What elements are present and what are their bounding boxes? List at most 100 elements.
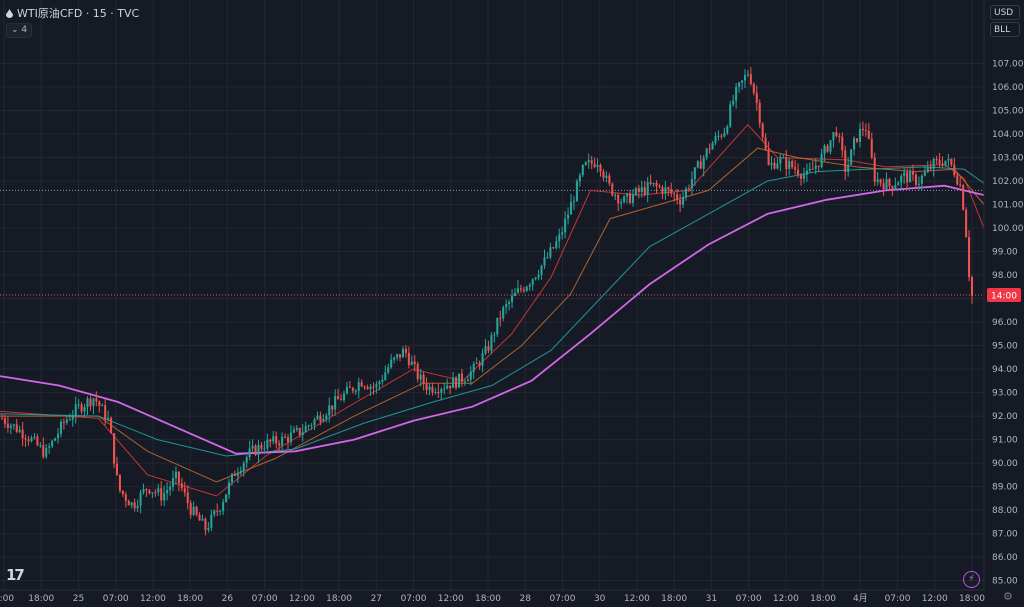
tradingview-logo[interactable]: 17 (6, 566, 25, 584)
candle-body (307, 425, 310, 427)
candle-body (953, 164, 956, 176)
candle-body (564, 218, 567, 233)
candle-body (86, 398, 89, 408)
candle-body (286, 437, 290, 442)
candle-body (245, 457, 248, 463)
candle-body (198, 514, 201, 521)
candle-body (378, 381, 381, 385)
candle-body (154, 492, 157, 494)
gear-icon[interactable]: ⚙ (1003, 590, 1013, 603)
candle-body (817, 165, 820, 167)
candle-body (505, 304, 508, 308)
candle-body (401, 348, 405, 358)
candle-body (900, 175, 903, 183)
currency-button[interactable]: USD (990, 5, 1020, 20)
time-tick-label: 18:00 (475, 594, 501, 604)
candle-body (626, 193, 629, 197)
candle-body (322, 419, 325, 422)
candle-body (186, 492, 189, 504)
candle-body (841, 136, 844, 151)
candle-body (136, 505, 139, 509)
horizontal-lines (0, 189, 984, 296)
candle-body (6, 423, 9, 428)
candle-body (805, 170, 808, 175)
candle-body (15, 424, 18, 432)
candle-body (472, 363, 475, 372)
candle-body (897, 182, 900, 186)
candle-body (634, 188, 637, 195)
candle-body (118, 474, 121, 491)
price-tick-label: 85.00 (992, 577, 1018, 587)
candle-body (183, 488, 186, 493)
price-axis[interactable]: 85.00 86.00 87.00 88.00 89.00 90.00 91.00 92.00… (983, 0, 1024, 607)
candle-body (278, 443, 281, 446)
candle-body (903, 172, 906, 176)
candle-body (655, 182, 658, 187)
candle-body (891, 186, 894, 189)
indicator-toggle[interactable]: ⌄ 4 (6, 23, 33, 38)
symbol-header[interactable]: WTI原油CFD · 15 · TVC (6, 5, 139, 21)
candle-body (888, 178, 891, 187)
candle-body (917, 183, 920, 185)
candle-body (829, 140, 832, 152)
candle-body (664, 187, 667, 194)
candle-body (522, 289, 525, 291)
candles (0, 67, 974, 536)
candle-body (62, 421, 65, 423)
moving-averages (0, 123, 985, 497)
candle-body (623, 196, 626, 203)
candle-body (493, 334, 496, 336)
candle-body (832, 132, 835, 141)
unit-button[interactable]: BLL (990, 22, 1020, 37)
candle-body (620, 202, 623, 204)
candle-body (959, 184, 962, 186)
candle-body (463, 381, 466, 383)
candle-body (248, 448, 251, 458)
candle-body (478, 363, 481, 366)
candle-body (230, 473, 233, 483)
candle-body (646, 182, 649, 195)
candle-body (68, 419, 71, 421)
candle-body (567, 214, 570, 219)
candle-body (546, 257, 549, 259)
price-tick-label: 96.00 (992, 318, 1018, 328)
candle-body (177, 471, 180, 484)
candle-body (163, 493, 166, 501)
candle-body (54, 438, 57, 441)
price-tick-label: 92.00 (992, 412, 1018, 422)
candle-body (381, 379, 384, 382)
lightning-icon[interactable]: ⚡ (963, 571, 980, 588)
candle-body (419, 374, 422, 380)
candle-body (340, 399, 343, 401)
candle-body (260, 444, 263, 449)
candle-body (847, 164, 850, 172)
candle-body (791, 161, 794, 168)
candle-body (746, 74, 749, 76)
candle-body (18, 429, 21, 432)
candle-body (882, 183, 885, 190)
time-axis[interactable]: 2:00 18:00 25 07:00 12:00 18:00 26 07:00 12:00 18… (0, 589, 985, 604)
candle-body (233, 473, 236, 476)
candle-body (870, 138, 873, 158)
candle-body (797, 169, 800, 176)
candle-body (484, 346, 487, 354)
candle-body (956, 175, 959, 185)
candle-body (552, 247, 555, 249)
candle-body (440, 389, 443, 393)
moving-average-line (0, 123, 985, 497)
candle-body (667, 187, 670, 190)
candle-body (855, 138, 859, 142)
candle-body (325, 415, 328, 420)
candle-body (396, 354, 399, 358)
time-tick-label: 25 (73, 594, 84, 604)
candle-body (490, 334, 493, 351)
price-tick-label: 100.00 (992, 224, 1024, 234)
price-tick-label: 87.00 (992, 530, 1018, 540)
price-tick-label: 86.00 (992, 553, 1018, 563)
candle-body (558, 234, 561, 242)
candle-body (861, 128, 864, 131)
candle-body (496, 317, 499, 335)
candle-body (148, 489, 151, 494)
candle-body (708, 148, 711, 150)
